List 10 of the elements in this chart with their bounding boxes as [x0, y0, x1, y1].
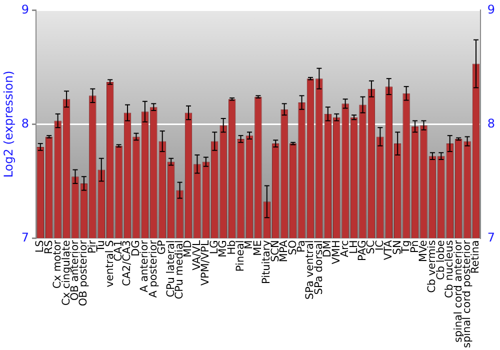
y2-tick-label: 9: [487, 2, 496, 16]
y-tick-label: 8: [21, 116, 30, 130]
x-tick-label: OB posterior: [78, 239, 90, 306]
y2-tick-label: 7: [487, 230, 496, 244]
y-axis-title: Log2 (expression): [1, 70, 16, 178]
y-tick-label: 7: [21, 230, 30, 244]
y-tick-label: 9: [21, 2, 30, 16]
x-tick-label: A posterior: [147, 239, 160, 298]
y2-tick-label: 8: [487, 116, 496, 130]
x-tick-label: Tg: [400, 240, 412, 254]
